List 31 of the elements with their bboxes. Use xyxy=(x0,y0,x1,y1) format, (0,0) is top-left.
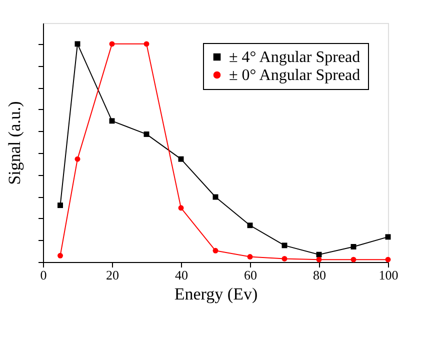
y-axis-title: Signal (a.u.) xyxy=(5,101,24,185)
point xyxy=(212,194,218,200)
x-tick-label: 20 xyxy=(106,268,119,282)
x-axis-title: Energy (Ev) xyxy=(174,284,258,304)
point xyxy=(58,202,63,208)
point xyxy=(178,156,184,162)
point xyxy=(212,248,218,254)
x-tick-label: 40 xyxy=(175,268,188,282)
legend-label: ± 4° Angular Spread xyxy=(229,49,360,66)
point xyxy=(350,256,356,262)
point xyxy=(144,41,150,47)
x-tick-label: 60 xyxy=(244,268,257,282)
point xyxy=(74,156,80,162)
point xyxy=(74,41,80,47)
x-tick-label: 0 xyxy=(40,268,47,282)
point xyxy=(385,234,391,240)
point xyxy=(350,244,356,250)
point xyxy=(144,131,150,137)
point xyxy=(109,118,115,124)
point xyxy=(316,256,322,262)
point xyxy=(385,256,391,262)
x-tick-label: 80 xyxy=(313,268,326,282)
point xyxy=(247,222,253,228)
point xyxy=(282,242,288,248)
point xyxy=(109,41,115,47)
point xyxy=(282,256,288,262)
point xyxy=(58,252,63,258)
legend-label: ± 0° Angular Spread xyxy=(229,67,360,84)
x-tick-label: 100 xyxy=(378,268,398,282)
point xyxy=(178,205,184,211)
point xyxy=(247,254,253,260)
